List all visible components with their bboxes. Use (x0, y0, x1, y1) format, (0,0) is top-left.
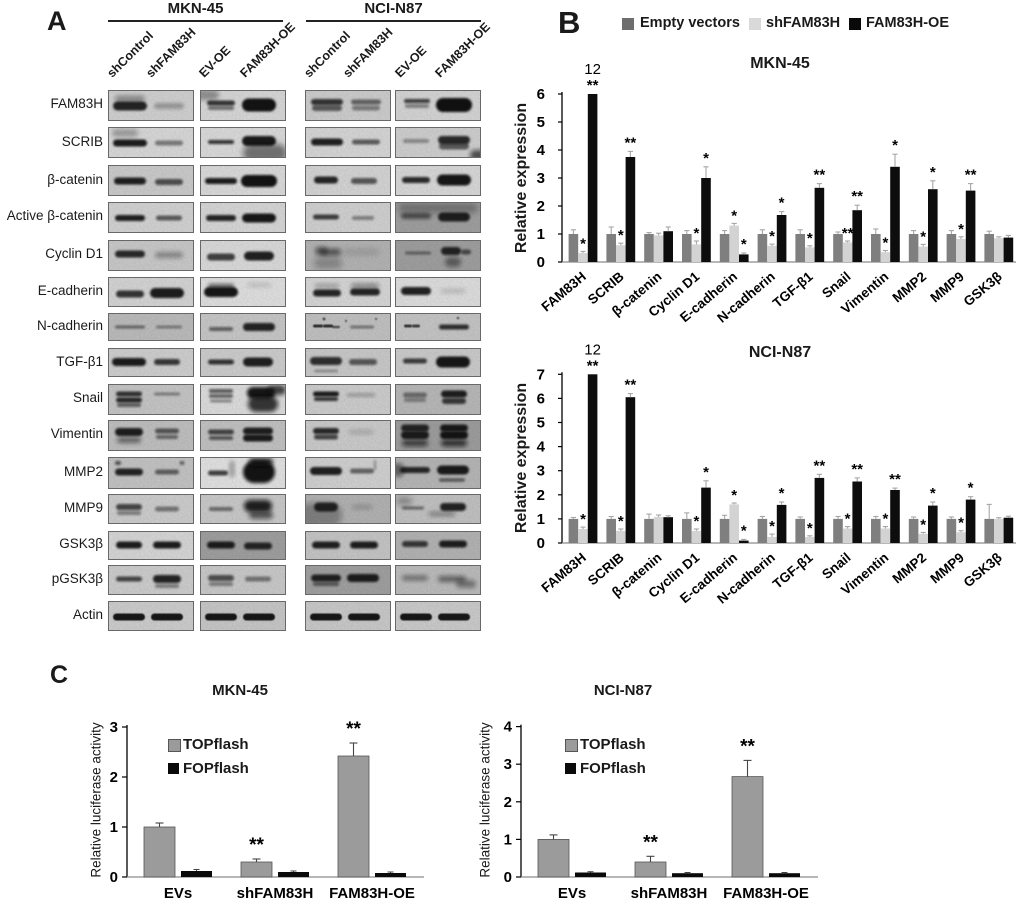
svg-text:*: * (769, 518, 775, 535)
svg-text:2: 2 (537, 198, 545, 215)
svg-text:*: * (920, 228, 926, 245)
svg-text:1: 1 (537, 511, 545, 528)
svg-text:*: * (769, 228, 775, 245)
svg-text:*: * (703, 464, 709, 481)
svg-text:**: ** (740, 736, 755, 757)
svg-text:EVs: EVs (164, 885, 192, 902)
svg-text:12: 12 (584, 61, 601, 78)
svg-text:**: ** (625, 377, 637, 394)
svg-text:GSK3β: GSK3β (961, 269, 1005, 309)
svg-text:0: 0 (537, 254, 545, 271)
svg-text:1: 1 (537, 226, 545, 243)
svg-text:5: 5 (537, 114, 545, 131)
svg-text:shFAM83H: shFAM83H (631, 885, 708, 902)
svg-text:FAM83H: FAM83H (538, 269, 588, 315)
svg-text:*: * (958, 221, 964, 238)
svg-text:**: ** (851, 461, 863, 478)
svg-text:*: * (741, 236, 747, 253)
svg-text:3: 3 (537, 463, 545, 480)
svg-text:6: 6 (537, 86, 545, 103)
svg-text:*: * (930, 164, 936, 181)
svg-text:2: 2 (110, 769, 118, 786)
svg-text:*: * (968, 480, 974, 497)
svg-text:EVs: EVs (558, 885, 586, 902)
svg-text:*: * (882, 511, 888, 528)
svg-text:*: * (807, 230, 813, 247)
svg-text:7: 7 (537, 366, 545, 383)
svg-text:*: * (741, 522, 747, 539)
svg-text:*: * (618, 227, 624, 244)
svg-text:6: 6 (537, 390, 545, 407)
svg-text:*: * (580, 511, 586, 528)
svg-text:**: ** (965, 167, 977, 184)
svg-text:**: ** (587, 77, 599, 94)
svg-text:*: * (703, 150, 709, 167)
svg-text:*: * (618, 513, 624, 530)
svg-text:**: ** (249, 835, 264, 856)
svg-text:*: * (693, 513, 699, 530)
svg-text:*: * (920, 516, 926, 533)
svg-text:1: 1 (504, 831, 512, 848)
svg-text:**: ** (814, 167, 826, 184)
svg-text:FAM83H-OE: FAM83H-OE (723, 885, 809, 902)
svg-text:**: ** (851, 188, 863, 205)
svg-text:TGF-β1: TGF-β1 (770, 549, 816, 591)
svg-text:**: ** (587, 357, 599, 374)
svg-text:*: * (779, 485, 785, 502)
svg-text:*: * (845, 511, 851, 528)
svg-text:*: * (731, 487, 737, 504)
svg-text:MMP2: MMP2 (890, 550, 930, 587)
svg-text:shFAM83H: shFAM83H (237, 885, 314, 902)
svg-text:0: 0 (110, 869, 118, 886)
svg-text:*: * (693, 225, 699, 242)
svg-text:0: 0 (537, 535, 545, 552)
svg-text:*: * (779, 195, 785, 212)
svg-text:**: ** (814, 457, 826, 474)
svg-text:GSK3β: GSK3β (961, 550, 1005, 590)
svg-text:4: 4 (537, 142, 546, 159)
svg-text:MMP9: MMP9 (927, 269, 967, 306)
svg-text:FAM83H-OE: FAM83H-OE (329, 885, 415, 902)
svg-text:2: 2 (537, 487, 545, 504)
svg-text:MMP2: MMP2 (890, 269, 930, 306)
svg-text:*: * (882, 235, 888, 252)
svg-text:*: * (731, 207, 737, 224)
svg-text:3: 3 (537, 170, 545, 187)
svg-text:TGF-β1: TGF-β1 (770, 268, 816, 310)
svg-text:3: 3 (110, 719, 118, 736)
svg-text:*: * (807, 520, 813, 537)
svg-text:2: 2 (504, 794, 512, 811)
svg-text:**: ** (643, 832, 658, 853)
svg-text:*: * (892, 137, 898, 154)
svg-text:4: 4 (537, 439, 546, 456)
svg-text:5: 5 (537, 415, 545, 432)
svg-text:3: 3 (504, 756, 512, 773)
svg-text:*: * (930, 485, 936, 502)
svg-text:*: * (958, 515, 964, 532)
svg-text:**: ** (346, 719, 361, 740)
svg-text:1: 1 (110, 819, 118, 836)
svg-text:**: ** (842, 225, 854, 242)
svg-text:**: ** (889, 471, 901, 488)
svg-text:0: 0 (504, 869, 512, 886)
svg-text:4: 4 (504, 719, 513, 736)
svg-text:**: ** (625, 134, 637, 151)
svg-text:12: 12 (584, 341, 601, 358)
svg-text:*: * (580, 235, 586, 252)
svg-text:MMP9: MMP9 (927, 550, 967, 587)
svg-text:FAM83H: FAM83H (538, 550, 588, 596)
